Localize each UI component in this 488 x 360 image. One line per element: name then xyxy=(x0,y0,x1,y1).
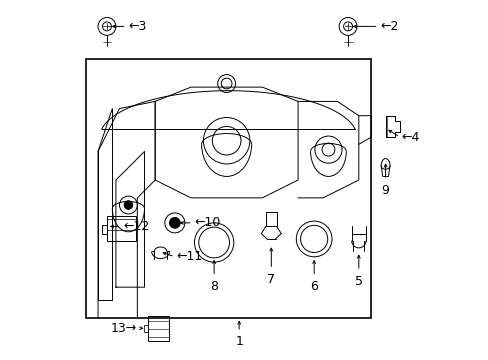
Text: 5: 5 xyxy=(354,275,362,288)
Text: ←4: ←4 xyxy=(401,131,419,144)
Text: ←10: ←10 xyxy=(194,216,221,229)
Text: ←3: ←3 xyxy=(128,20,146,33)
Text: 8: 8 xyxy=(210,280,218,293)
Text: 9: 9 xyxy=(381,184,389,197)
Bar xyxy=(85,59,370,318)
Text: 6: 6 xyxy=(309,280,318,293)
Text: 13→: 13→ xyxy=(111,322,137,335)
Text: ←12: ←12 xyxy=(123,220,149,233)
Text: ←11: ←11 xyxy=(176,250,203,263)
Bar xyxy=(265,212,276,226)
Text: 7: 7 xyxy=(267,273,275,286)
Bar xyxy=(102,225,107,234)
Bar xyxy=(107,216,135,241)
Bar xyxy=(144,325,148,332)
Circle shape xyxy=(124,201,132,209)
Bar xyxy=(148,316,169,341)
Circle shape xyxy=(169,217,180,228)
Text: 1: 1 xyxy=(235,336,243,348)
Text: ←2: ←2 xyxy=(380,20,398,33)
